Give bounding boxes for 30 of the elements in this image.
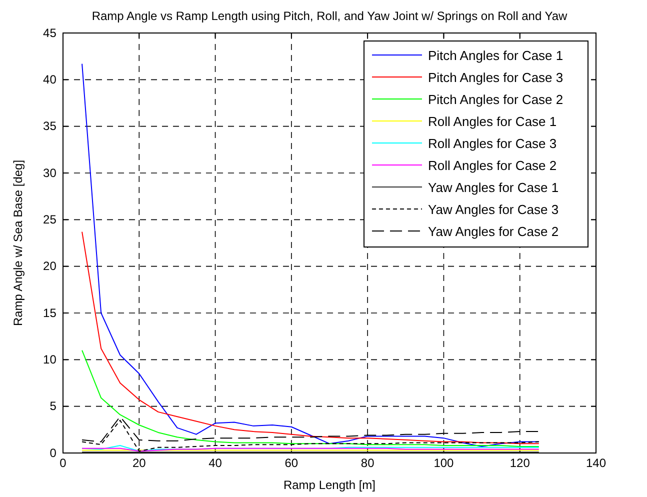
y-tick-label: 45: [43, 26, 57, 40]
x-tick-label: 40: [208, 456, 222, 470]
y-tick-label: 20: [43, 259, 57, 274]
legend-label: Roll Angles for Case 2: [428, 158, 557, 173]
x-tick-label: 20: [132, 456, 146, 470]
x-tick-label: 80: [360, 456, 375, 470]
y-tick-label: 10: [43, 352, 57, 367]
x-tick-label: 60: [284, 456, 298, 470]
chart-title: Ramp Angle vs Ramp Length using Pitch, Roll, and Yaw Joint w/ Springs on Roll and Yaw: [92, 9, 568, 23]
x-tick-label: 0: [60, 456, 67, 470]
x-tick-label: 140: [586, 456, 606, 470]
y-tick-label: 30: [43, 166, 57, 180]
y-tick-label: 15: [43, 306, 57, 320]
y-tick-label: 5: [50, 399, 57, 414]
x-tick-label: 120: [510, 456, 530, 470]
x-axis-title: Ramp Length [m]: [283, 478, 376, 492]
y-tick-label: 35: [43, 119, 57, 134]
legend-label: Roll Angles for Case 1: [428, 114, 557, 129]
legend-label: Yaw Angles for Case 2: [428, 224, 559, 239]
legend-label: Roll Angles for Case 3: [428, 136, 557, 151]
y-tick-label: 40: [43, 72, 57, 87]
legend-label: Yaw Angles for Case 3: [428, 202, 559, 217]
legend-label: Pitch Angles for Case 1: [428, 48, 564, 63]
y-tick-label: 25: [43, 212, 57, 227]
legend-label: Pitch Angles for Case 3: [428, 70, 564, 85]
y-tick-label: 0: [50, 446, 57, 460]
x-tick-label: 100: [434, 456, 454, 470]
legend-label: Pitch Angles for Case 2: [428, 92, 564, 107]
y-axis-title: Ramp Angle w/ Sea Base [deg]: [11, 160, 25, 326]
legend-label: Yaw Angles for Case 1: [428, 180, 559, 195]
